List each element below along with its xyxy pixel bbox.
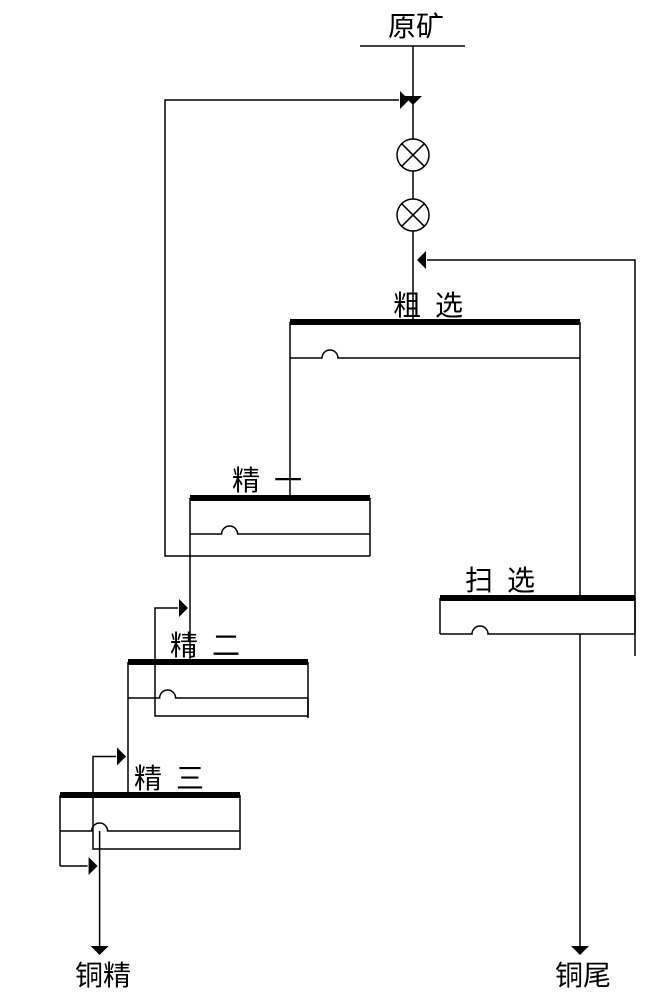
svg-text:铜尾: 铜尾 (555, 960, 611, 992)
svg-text:精二: 精二 (170, 630, 254, 662)
svg-text:铜精: 铜精 (75, 960, 131, 992)
svg-text:粗选: 粗选 (393, 290, 477, 322)
svg-text:精三: 精三 (134, 763, 218, 795)
svg-text:扫选: 扫选 (465, 565, 549, 597)
svg-text:原矿: 原矿 (388, 11, 444, 43)
flotation-flowchart: 原矿粗选精一扫选精二精三铜精 铜尾 (0, 0, 651, 1000)
svg-text:精一: 精一 (232, 465, 316, 497)
